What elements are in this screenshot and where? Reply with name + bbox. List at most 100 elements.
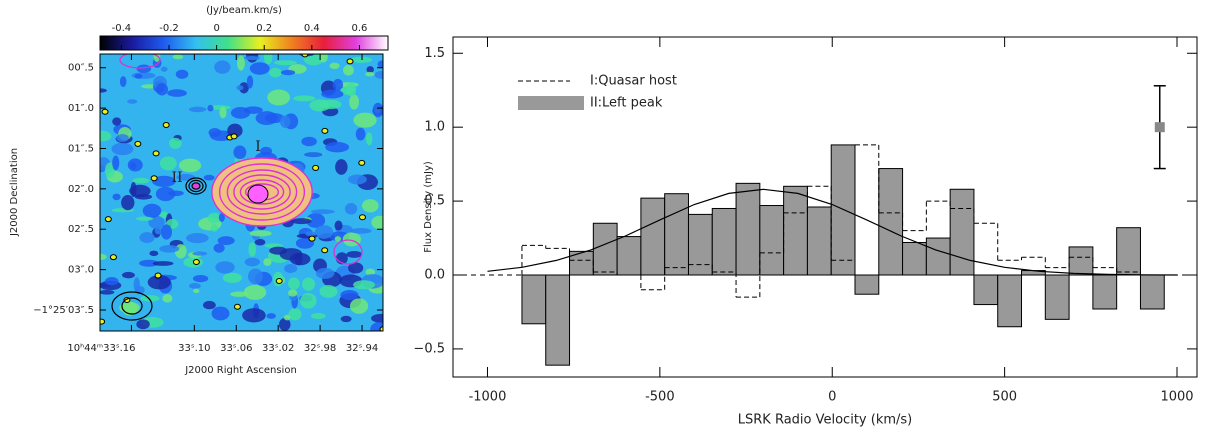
map-blob xyxy=(340,315,352,323)
map-blob xyxy=(249,230,272,237)
map-blob xyxy=(217,236,235,246)
y-axis-label: J2000 Declination xyxy=(9,148,20,237)
map-blob xyxy=(263,258,272,267)
legend-label: I:Quasar host xyxy=(590,74,677,89)
map-blob xyxy=(192,251,208,256)
map-peak xyxy=(233,303,241,310)
colorbar-tick-label: 0 xyxy=(213,23,219,34)
map-blob xyxy=(192,274,209,283)
map-blob xyxy=(127,158,143,172)
map-blob xyxy=(100,88,107,93)
map-blob xyxy=(207,212,222,224)
map-blob xyxy=(365,71,375,77)
map-blob xyxy=(160,224,173,240)
bar xyxy=(949,188,975,276)
map-blob xyxy=(248,242,257,257)
y-axis-label: Flux Density (mJy) xyxy=(423,161,434,253)
bar xyxy=(640,197,666,276)
map-blob xyxy=(135,216,154,221)
map-blob xyxy=(134,73,143,79)
map-blob xyxy=(289,252,311,266)
map-blob xyxy=(243,56,260,61)
annotation: I xyxy=(255,139,261,155)
map-blob xyxy=(159,156,177,171)
map-blob xyxy=(248,268,263,285)
map-blob xyxy=(355,127,366,141)
y-tick-label: −1°25′03″.5 xyxy=(33,305,94,316)
colorbar-tick-label: -0.4 xyxy=(112,23,132,34)
map-blob xyxy=(325,141,350,153)
bar xyxy=(1092,274,1118,310)
map-blob xyxy=(350,228,372,234)
map-blob xyxy=(207,104,214,112)
bar xyxy=(545,274,571,366)
map-peak xyxy=(230,133,238,140)
map-blob xyxy=(155,83,169,96)
map-blob xyxy=(254,238,266,246)
map-blob xyxy=(153,54,161,62)
contour xyxy=(218,163,306,221)
map-blob xyxy=(111,142,134,156)
map-blob xyxy=(242,308,266,323)
x-tick-label: 33ˢ.10 xyxy=(178,343,210,354)
x-tick-label: -1000 xyxy=(469,390,507,405)
bar xyxy=(711,207,737,276)
map-blob xyxy=(119,76,127,88)
map-blob xyxy=(301,136,317,147)
map-peak xyxy=(321,127,329,134)
map-blob xyxy=(188,282,201,289)
map-blob xyxy=(132,177,150,184)
map-peak xyxy=(358,214,366,221)
map-blob xyxy=(334,220,343,231)
bar xyxy=(592,222,618,276)
map-blob xyxy=(263,54,273,65)
contour xyxy=(226,169,298,215)
map-blob xyxy=(288,289,298,297)
beam xyxy=(111,291,153,321)
x-tick-label: 0 xyxy=(828,390,836,405)
map-blob xyxy=(319,285,338,298)
colorbar xyxy=(99,35,389,51)
map-peak xyxy=(150,175,158,182)
annotation: II xyxy=(171,170,182,186)
map-blob xyxy=(310,312,326,320)
bar xyxy=(854,274,880,295)
bar xyxy=(687,213,713,276)
map-blob xyxy=(162,294,173,303)
map-blob xyxy=(139,232,155,243)
contour xyxy=(239,179,285,205)
map-peak xyxy=(154,272,162,279)
map-blob xyxy=(345,82,357,97)
bar xyxy=(973,274,999,306)
map-blob xyxy=(340,290,359,300)
legend-swatch xyxy=(518,96,584,110)
map-blob xyxy=(332,78,344,91)
x-tick-label: -500 xyxy=(645,390,675,405)
map-blob xyxy=(353,112,377,128)
map-blob xyxy=(377,60,383,69)
map-blob xyxy=(372,102,383,118)
colorbar-tick-label: 0.6 xyxy=(351,23,367,34)
contour xyxy=(333,239,363,265)
bar xyxy=(1068,246,1094,276)
map-peak xyxy=(101,108,109,115)
map-blob xyxy=(193,288,200,294)
y-tick-label: 00″.5 xyxy=(68,63,94,74)
x-axis-label: J2000 Right Ascension xyxy=(184,365,297,376)
map-blob xyxy=(255,111,278,126)
contour xyxy=(119,54,161,69)
map-blob xyxy=(140,295,160,302)
map-blob xyxy=(136,319,150,330)
contour xyxy=(185,177,207,195)
map-blob xyxy=(100,253,107,260)
map-blob xyxy=(288,277,300,290)
map-blob xyxy=(121,194,135,211)
map-blob xyxy=(167,89,187,97)
map-blob xyxy=(284,263,298,273)
y-tick-label: 1.0 xyxy=(424,120,445,135)
map-blob xyxy=(158,211,169,219)
map-blob xyxy=(279,115,291,129)
map-blob xyxy=(219,106,227,119)
error-point xyxy=(1154,122,1165,133)
